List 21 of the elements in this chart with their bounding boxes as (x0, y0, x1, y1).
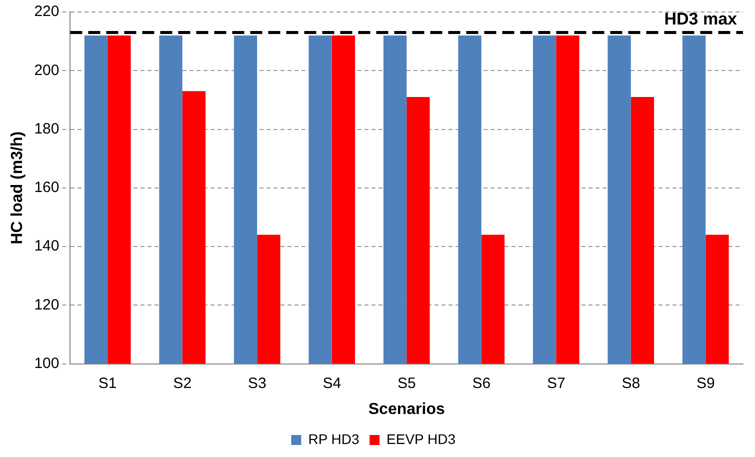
y-tick-label: 200 (34, 62, 60, 79)
x-tick-label: S1 (98, 374, 117, 392)
x-tick-label: S3 (248, 374, 266, 392)
y-tick-label: 160 (34, 179, 60, 196)
y-axis-title: HC load (m3/h) (9, 131, 26, 244)
y-tick-label: 100 (34, 354, 60, 372)
y-tick-label: 140 (34, 238, 60, 255)
legend-label: EEVP HD3 (386, 430, 456, 447)
x-tick-label: S9 (696, 374, 715, 392)
legend-label: RP HD3 (308, 430, 360, 447)
y-tick-label: 120 (34, 296, 60, 314)
x-tick-label: S5 (397, 374, 416, 392)
x-tick-label: S4 (322, 374, 342, 392)
ref-line-label: HD3 max (664, 10, 738, 29)
x-tick-label: S7 (546, 374, 566, 392)
x-tick-label: S2 (173, 374, 192, 392)
x-tick-label: S8 (622, 374, 640, 392)
x-axis-title: Scenarios (368, 400, 445, 418)
x-tick-label: S6 (472, 374, 491, 392)
y-tick-label: 220 (34, 3, 60, 20)
y-tick-label: 180 (34, 120, 60, 138)
